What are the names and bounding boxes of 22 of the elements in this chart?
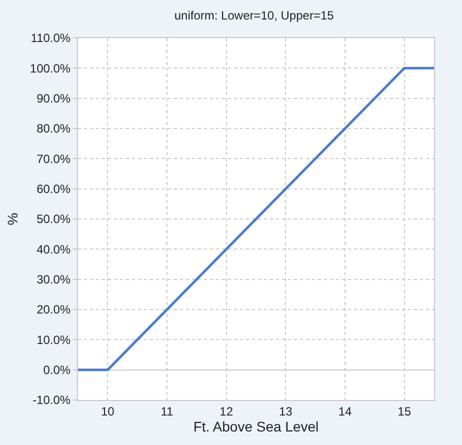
x-tick-label: 15 xyxy=(398,404,412,418)
y-tick-label: -10.0% xyxy=(32,393,71,408)
y-tick-label: 40.0% xyxy=(36,242,71,256)
y-tick-label: 50.0% xyxy=(36,212,71,226)
y-tick-label: 90.0% xyxy=(36,92,71,106)
x-tick-label: 14 xyxy=(338,404,352,418)
x-axis-title: Ft. Above Sea Level xyxy=(193,418,319,434)
y-tick-label: 10.0% xyxy=(36,332,71,347)
y-tick-label: 60.0% xyxy=(36,182,71,196)
y-tick-label: 70.0% xyxy=(36,152,71,166)
y-tick-label: 30.0% xyxy=(36,272,71,287)
y-axis-title: % xyxy=(4,212,20,226)
x-tick-label: 11 xyxy=(160,404,174,418)
x-tick-label: 13 xyxy=(278,404,293,418)
chart-title: uniform: Lower=10, Upper=15 xyxy=(174,8,334,23)
x-tick-label: 12 xyxy=(220,404,234,418)
y-tick-label: 0.0% xyxy=(43,363,71,378)
y-tick-label: 80.0% xyxy=(36,122,71,136)
x-tick-label: 10 xyxy=(100,404,115,418)
y-tick-label: 110.0% xyxy=(30,31,71,46)
y-tick-label: 100.0% xyxy=(30,61,71,76)
y-tick-label: 20.0% xyxy=(36,302,71,317)
